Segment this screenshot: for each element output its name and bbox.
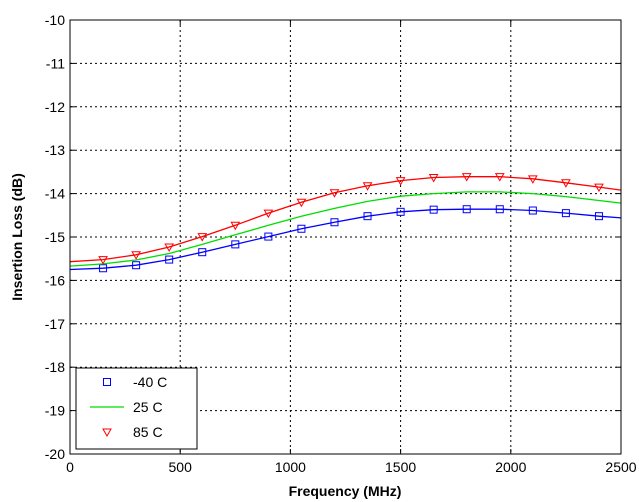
y-tick-label: -11 (46, 55, 65, 71)
data-point (395, 177, 406, 186)
data-point (330, 218, 339, 227)
y-tick-label: -10 (45, 12, 65, 28)
x-tick-label: 500 (169, 459, 193, 475)
data-point (428, 174, 439, 183)
data-point (230, 221, 241, 231)
x-tick-label: 1500 (385, 459, 416, 475)
series-0 (69, 205, 622, 273)
y-tick-label: -16 (45, 272, 65, 288)
data-point (197, 233, 208, 242)
legend: -40 C 25 C 85 C (75, 367, 198, 450)
data-point (462, 205, 471, 214)
data-point (363, 212, 372, 221)
legend-label: -40 C (133, 374, 167, 390)
data-point (198, 248, 207, 257)
x-tick-label: 2500 (605, 459, 636, 475)
y-tick-label: -14 (45, 186, 65, 202)
data-point (165, 255, 174, 264)
series-2 (69, 173, 622, 265)
x-tick-label: 1000 (275, 459, 306, 475)
x-tick-label: 0 (66, 459, 74, 475)
data-point (264, 232, 273, 241)
data-point (297, 224, 306, 233)
data-point (429, 205, 438, 214)
data-point (495, 205, 504, 214)
legend-sample-2 (102, 428, 112, 438)
x-axis-label: Frequency (MHz) (289, 483, 402, 499)
data-point (396, 207, 405, 216)
data-point (494, 173, 505, 182)
series-line (69, 208, 622, 271)
data-point (98, 256, 108, 265)
data-point (231, 240, 240, 249)
legend-box (75, 367, 198, 450)
data-point (263, 209, 274, 219)
data-point (131, 251, 141, 260)
data-point (329, 189, 340, 198)
y-tick-label: -13 (45, 142, 65, 158)
y-tick-label: -15 (45, 229, 65, 245)
data-point (561, 209, 570, 218)
data-point (561, 179, 571, 188)
data-point (362, 182, 373, 191)
data-point (594, 183, 604, 193)
series-layer (69, 173, 622, 273)
y-tick-label: -19 (45, 403, 65, 419)
data-point (527, 175, 538, 184)
legend-marker (102, 428, 112, 438)
data-point (296, 198, 307, 208)
series-line (69, 191, 622, 267)
data-point (132, 261, 141, 270)
legend-sample-0 (103, 378, 111, 386)
data-point (528, 206, 537, 215)
x-tick-label: 2000 (495, 459, 526, 475)
series-line (69, 176, 622, 263)
data-point (461, 173, 472, 182)
legend-label: 25 C (133, 399, 163, 415)
y-tick-label: -12 (45, 99, 65, 115)
series-1 (69, 191, 622, 267)
legend-label: 85 C (133, 424, 163, 440)
legend-marker (103, 378, 111, 386)
axis-ticks: 0 500 1000 1500 2000 2500 -10 -11 -12 -13 -14 -15 -1… (45, 12, 637, 475)
y-tick-label: -20 (45, 446, 65, 462)
data-point (99, 264, 108, 273)
data-point (594, 212, 603, 221)
y-tick-label: -18 (45, 359, 65, 375)
y-axis-label: Insertion Loss (dB) (9, 173, 25, 301)
y-tick-label: -17 (45, 316, 65, 332)
data-point (164, 243, 175, 252)
